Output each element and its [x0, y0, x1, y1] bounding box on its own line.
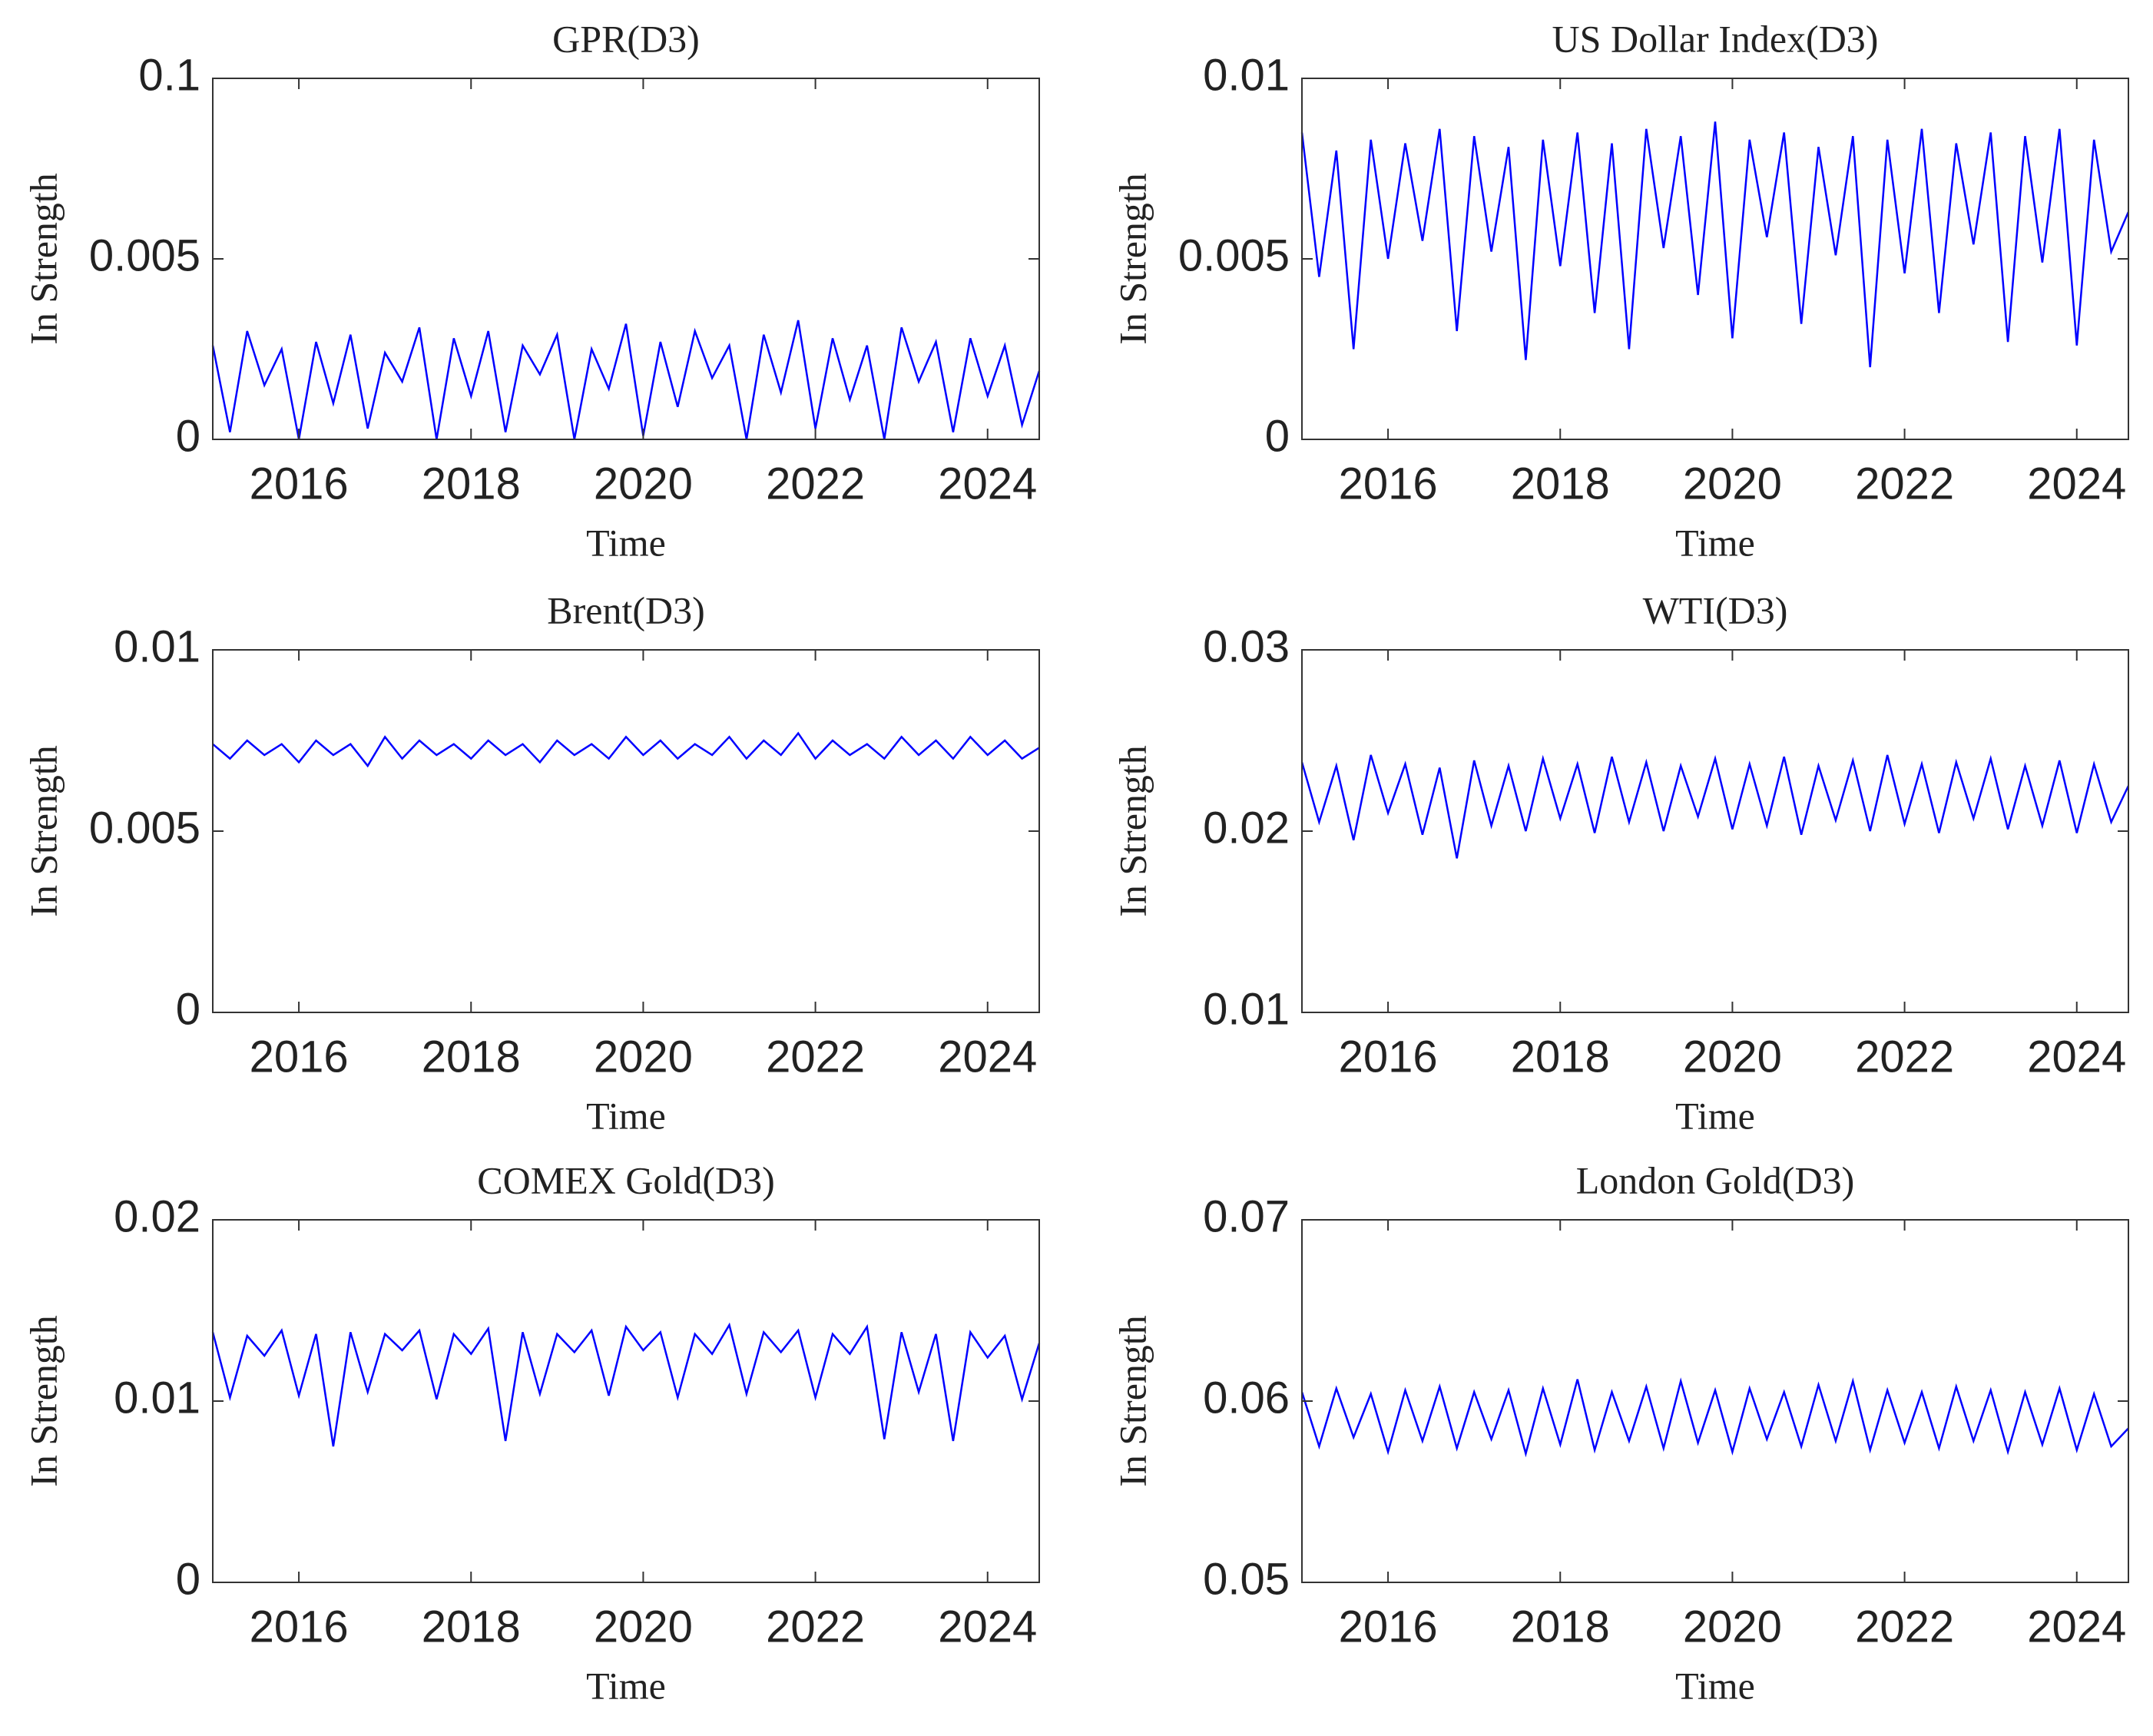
x-tick-label: 2018 [1511, 1602, 1610, 1652]
y-tick-label: 0.01 [114, 1373, 200, 1423]
x-tick-label: 2022 [766, 1032, 865, 1082]
x-tick-label: 2024 [938, 459, 1037, 509]
x-tick-label: 2016 [1339, 459, 1438, 509]
x-tick-label: 2022 [1855, 1602, 1954, 1652]
plot-area [1302, 650, 2128, 1012]
y-tick-label: 0.01 [1203, 984, 1290, 1034]
y-tick-label: 0.1 [138, 50, 200, 100]
x-tick-label: 2020 [594, 459, 693, 509]
x-tick-label: 2022 [1855, 1032, 1954, 1082]
x-tick-label: 2024 [938, 1602, 1037, 1652]
data-line [1300, 754, 2130, 859]
x-tick-label: 2016 [250, 459, 349, 509]
y-axis-label: In Strength [22, 1315, 65, 1487]
y-tick-label: 0.01 [1203, 50, 1290, 100]
x-tick-label: 2018 [1511, 1032, 1610, 1082]
chart-title: COMEX Gold(D3) [477, 1158, 774, 1201]
y-tick-label: 0.02 [114, 1191, 200, 1241]
y-tick-label: 0.05 [1203, 1554, 1290, 1604]
x-tick-label: 2016 [1339, 1032, 1438, 1082]
x-tick-label: 2024 [938, 1032, 1037, 1082]
x-axis-label: Time [1675, 521, 1755, 564]
y-tick-label: 0.005 [89, 803, 200, 853]
y-axis-label: In Strength [1111, 1315, 1154, 1487]
x-tick-label: 2018 [422, 1032, 521, 1082]
y-tick-label: 0.005 [1178, 230, 1290, 280]
plot-area [213, 1220, 1039, 1582]
x-tick-label: 2018 [422, 459, 521, 509]
x-tick-label: 2016 [250, 1602, 349, 1652]
y-axis-label: In Strength [1111, 173, 1154, 345]
x-tick-label: 2022 [766, 1602, 865, 1652]
data-line [212, 731, 1040, 768]
chart-title: Brent(D3) [547, 588, 705, 631]
data-line [1300, 1377, 2129, 1458]
y-tick-label: 0 [176, 1554, 200, 1604]
y-axis-label: In Strength [22, 745, 65, 917]
y-tick-label: 0.005 [89, 230, 200, 280]
x-tick-label: 2018 [1511, 459, 1610, 509]
y-tick-label: 0 [176, 984, 200, 1034]
y-tick-label: 0.01 [114, 621, 200, 671]
y-tick-label: 0 [176, 411, 200, 461]
y-tick-label: 0.06 [1203, 1373, 1290, 1423]
x-tick-label: 2016 [250, 1032, 349, 1082]
x-tick-label: 2018 [422, 1602, 521, 1652]
x-tick-label: 2020 [1683, 1602, 1782, 1652]
chart-title: London Gold(D3) [1576, 1158, 1854, 1201]
x-tick-label: 2020 [1683, 1032, 1782, 1082]
y-tick-label: 0 [1265, 411, 1290, 461]
y-tick-label: 0.07 [1203, 1191, 1290, 1241]
x-axis-label: Time [586, 1094, 666, 1137]
x-tick-label: 2024 [2027, 459, 2126, 509]
x-axis-label: Time [586, 521, 666, 564]
x-tick-label: 2024 [2027, 1032, 2126, 1082]
data-line [211, 320, 1041, 440]
y-tick-label: 0.02 [1203, 803, 1290, 853]
chart-title: GPR(D3) [552, 17, 700, 60]
x-axis-label: Time [1675, 1094, 1755, 1137]
plot-area [213, 78, 1039, 439]
x-axis-label: Time [1675, 1664, 1755, 1707]
x-tick-label: 2020 [594, 1032, 693, 1082]
data-line [211, 1322, 1041, 1447]
x-tick-label: 2022 [766, 459, 865, 509]
plot-area [213, 650, 1039, 1012]
x-axis-label: Time [586, 1664, 666, 1707]
plot-area [1302, 1220, 2128, 1582]
chart-title: US Dollar Index(D3) [1552, 17, 1879, 60]
x-tick-label: 2020 [594, 1602, 693, 1652]
x-tick-label: 2020 [1683, 459, 1782, 509]
y-tick-label: 0.03 [1203, 621, 1290, 671]
y-axis-label: In Strength [1111, 745, 1154, 917]
chart-title: WTI(D3) [1643, 588, 1788, 631]
y-axis-label: In Strength [22, 173, 65, 345]
x-tick-label: 2016 [1339, 1602, 1438, 1652]
x-tick-label: 2022 [1855, 459, 1954, 509]
data-line [1300, 121, 2130, 368]
x-tick-label: 2024 [2027, 1602, 2126, 1652]
